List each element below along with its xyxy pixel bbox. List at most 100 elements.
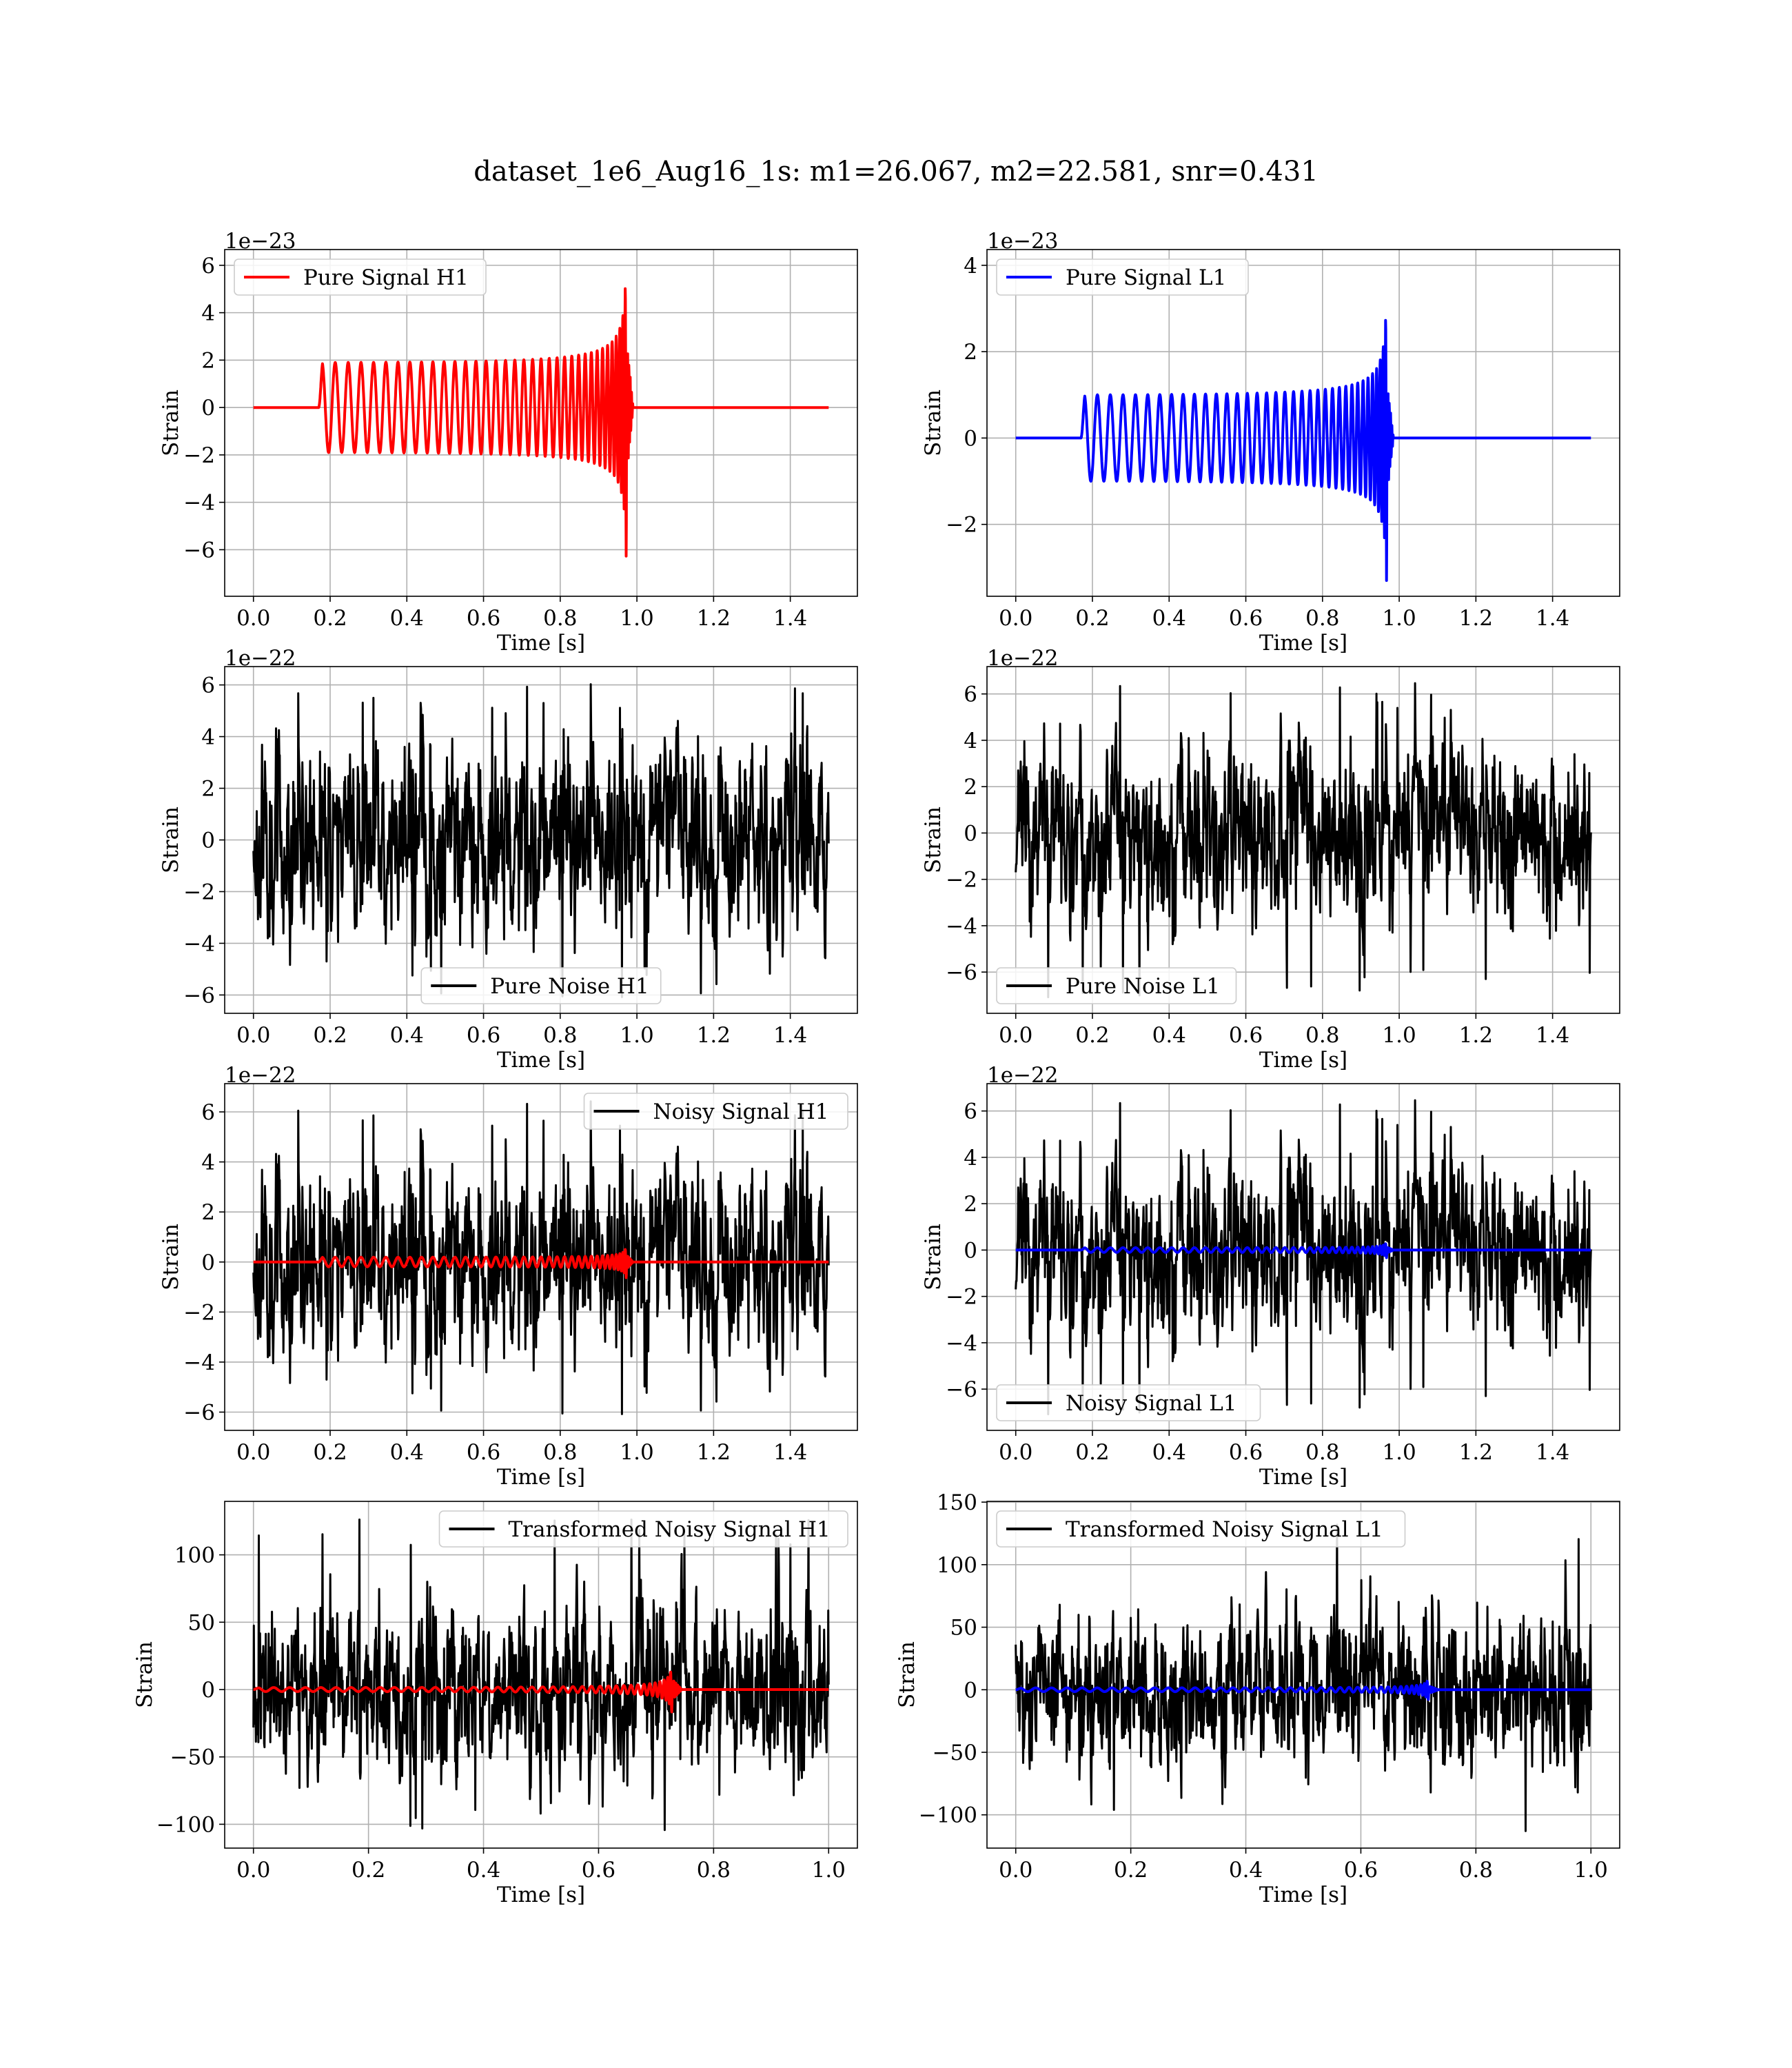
signal-line-noisy-signal-h1 — [252, 1248, 830, 1279]
y-axis-label: Strain — [132, 1641, 157, 1708]
axes-frame — [986, 249, 1620, 597]
x-tick-label: 0.8 — [1305, 1023, 1339, 1048]
axes-frame — [224, 249, 858, 597]
y-tick-label: −4 — [183, 931, 215, 956]
offset-text: 1e−22 — [225, 1063, 296, 1088]
legend-label: Noisy Signal H1 — [653, 1099, 829, 1124]
axes-frame — [224, 1083, 858, 1431]
y-axis-label: Strain — [921, 1224, 946, 1290]
x-tick-label: 0.2 — [1114, 1858, 1148, 1883]
y-tick-label: −2 — [946, 868, 977, 893]
x-axis-label: Time [s] — [497, 1465, 585, 1490]
x-tick-label: 0.8 — [543, 1023, 577, 1048]
legend-label: Transformed Noisy Signal H1 — [509, 1517, 831, 1542]
legend: Pure Noise H1 — [420, 967, 662, 1004]
x-tick-label: 1.0 — [812, 1858, 846, 1883]
x-tick-label: 0.4 — [390, 606, 424, 631]
x-tick-label: 0.4 — [390, 1440, 424, 1465]
x-axis-label: Time [s] — [1259, 1883, 1347, 1907]
x-tick-label: 1.4 — [1536, 1023, 1569, 1048]
y-tick-label: 2 — [964, 775, 977, 800]
x-tick-label: 0.0 — [236, 606, 270, 631]
x-tick-label: 0.8 — [697, 1858, 731, 1883]
panel-transformed-noisy-signal-l1: 0.0 0.2 0.4 0.6 0.8 1.0 −100 −50 0 50 100 150 Time [… — [895, 1490, 1620, 1907]
x-tick-label: 0.0 — [999, 1440, 1032, 1465]
noise-line-noisy-signal-h1 — [252, 1100, 830, 1415]
y-tick-label: −4 — [183, 491, 215, 516]
x-tick-label: 0.8 — [543, 606, 577, 631]
x-tick-label: 0.4 — [1152, 1440, 1186, 1465]
legend: Noisy Signal H1 — [583, 1093, 848, 1130]
x-tick-label: 0.4 — [1229, 1858, 1263, 1883]
panel-pure-noise-l1: 0.0 0.2 0.4 0.6 0.8 1.0 1.2 1.4 −6 −4 −2 0 2 4 6 Time [… — [921, 646, 1620, 1073]
x-tick-label: 1.0 — [1382, 606, 1416, 631]
x-tick-label: 0.0 — [999, 1023, 1032, 1048]
x-tick-label: 0.6 — [1229, 606, 1263, 631]
y-tick-label: 4 — [964, 1146, 977, 1170]
gridlines — [225, 250, 857, 596]
panel-noisy-signal-h1: 0.0 0.2 0.4 0.6 0.8 1.0 1.2 1.4 −6 −4 −2 0 2 4 6 Time [… — [159, 1063, 858, 1490]
x-tick-label: 1.2 — [1459, 1440, 1493, 1465]
x-tick-label: 0.2 — [313, 1440, 347, 1465]
y-tick-label: −6 — [183, 1401, 215, 1426]
y-tick-label: 6 — [964, 1099, 977, 1124]
y-tick-label: −2 — [183, 443, 215, 468]
y-axis-label: Strain — [159, 389, 183, 456]
x-axis-label: Time [s] — [1259, 631, 1347, 656]
y-tick-label: 2 — [964, 340, 977, 365]
axes-frame — [986, 666, 1620, 1014]
y-tick-label: 0 — [201, 1250, 215, 1275]
x-axis-label: Time [s] — [497, 1048, 585, 1073]
x-tick-label: 1.4 — [773, 606, 807, 631]
y-tick-label: 2 — [964, 1192, 977, 1217]
y-tick-label: 100 — [174, 1543, 215, 1568]
x-tick-label: 0.0 — [236, 1023, 270, 1048]
x-tick-label: 0.8 — [543, 1440, 577, 1465]
x-tick-label: 1.0 — [620, 606, 653, 631]
x-tick-label: 1.2 — [697, 606, 731, 631]
x-tick-label: 0.6 — [467, 1440, 500, 1465]
x-tick-label: 1.2 — [1459, 1023, 1493, 1048]
legend: Noisy Signal L1 — [996, 1384, 1261, 1421]
y-tick-label: 4 — [201, 301, 215, 326]
x-tick-label: 1.4 — [1536, 1440, 1569, 1465]
y-axis-label: Strain — [921, 807, 946, 873]
y-axis-label: Strain — [921, 389, 946, 456]
y-tick-label: 2 — [201, 348, 215, 373]
legend-label: Pure Noise H1 — [490, 974, 649, 999]
x-tick-label: 1.0 — [1382, 1023, 1416, 1048]
x-tick-label: 0.4 — [467, 1858, 500, 1883]
y-tick-label: −50 — [933, 1741, 977, 1765]
x-tick-label: 0.2 — [1075, 1440, 1109, 1465]
legend-label: Noisy Signal L1 — [1066, 1391, 1237, 1416]
legend-label: Pure Signal L1 — [1066, 265, 1226, 290]
y-tick-label: 50 — [188, 1610, 215, 1635]
legend: Pure Signal L1 — [996, 258, 1249, 296]
x-tick-label: 0.8 — [1305, 1440, 1339, 1465]
noise-line-pure-noise-l1 — [1015, 682, 1592, 999]
legend: Transformed Noisy Signal H1 — [438, 1510, 848, 1548]
y-tick-label: 0 — [964, 821, 977, 846]
y-tick-label: 0 — [964, 426, 977, 451]
y-tick-label: 2 — [201, 1200, 215, 1225]
x-tick-label: 0.6 — [1344, 1858, 1378, 1883]
signal-line-pure-signal-h1 — [252, 287, 830, 558]
offset-text: 1e−22 — [987, 1063, 1059, 1088]
x-tick-label: 0.4 — [1152, 606, 1186, 631]
legend: Pure Noise L1 — [996, 967, 1237, 1004]
x-tick-label: 1.0 — [620, 1440, 653, 1465]
x-tick-label: 0.8 — [1305, 606, 1339, 631]
legend-label: Pure Signal H1 — [303, 265, 469, 290]
x-tick-label: 1.2 — [1459, 606, 1493, 631]
noise-line-pure-noise-h1 — [252, 683, 830, 998]
offset-text: 1e−23 — [225, 229, 296, 254]
y-tick-label: 0 — [201, 829, 215, 853]
legend-label: Pure Noise L1 — [1066, 974, 1220, 999]
axes-frame — [986, 1083, 1620, 1431]
y-tick-label: 50 — [950, 1616, 977, 1641]
x-tick-label: 0.2 — [352, 1858, 385, 1883]
noise-line-transformed-noisy-signal-h1 — [252, 1518, 830, 1832]
x-tick-label: 1.2 — [697, 1440, 731, 1465]
y-tick-label: 0 — [964, 1678, 977, 1703]
x-tick-label: 0.2 — [313, 1023, 347, 1048]
